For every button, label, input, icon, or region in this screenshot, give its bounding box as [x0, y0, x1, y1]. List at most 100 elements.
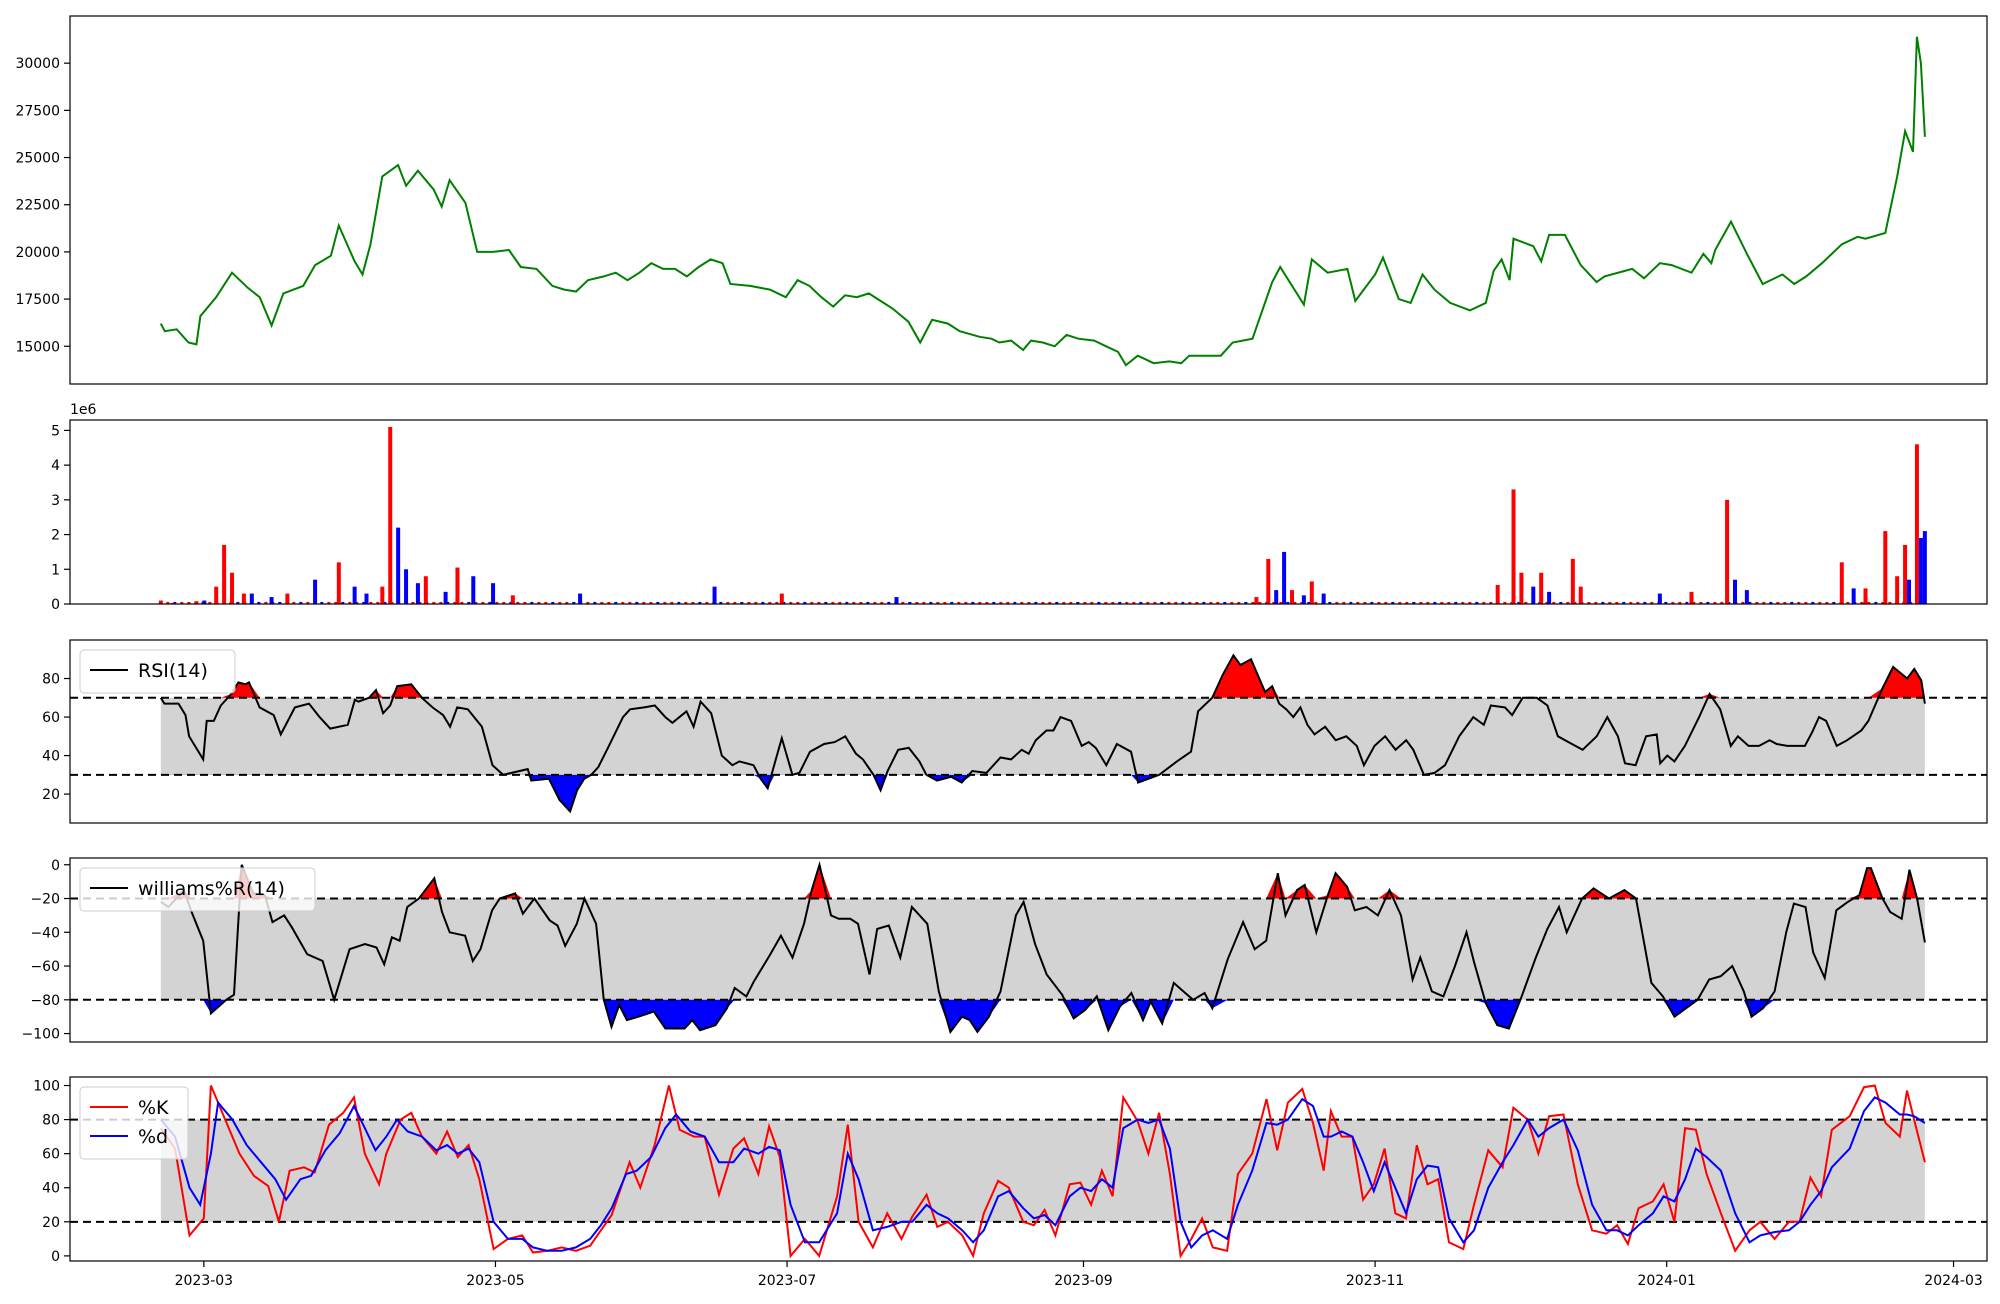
volume-bar	[768, 601, 772, 604]
volume-bar	[194, 601, 199, 604]
volume-bar	[1503, 601, 1507, 604]
volume-bar	[663, 601, 667, 604]
volume-bar	[1412, 601, 1416, 604]
volume-bar	[341, 601, 345, 604]
volume-bar	[649, 601, 653, 604]
volume-bar	[586, 601, 590, 604]
volume-bar	[364, 593, 369, 604]
volume-bar	[257, 601, 261, 604]
volume-bar	[1209, 601, 1213, 604]
volume-bar	[761, 601, 765, 604]
legend-label: RSI(14)	[138, 660, 208, 682]
volume-bar	[1282, 551, 1287, 604]
volume-bar	[915, 601, 919, 604]
volume-bar	[747, 601, 751, 604]
volume-bar	[1706, 601, 1710, 604]
rsi-legend: RSI(14)	[79, 649, 236, 694]
volume-bar	[1818, 601, 1822, 604]
volume-bar	[1566, 601, 1570, 604]
volume-bar	[481, 601, 485, 604]
stochastic-panel: 0 20 40 60 80 100 %K %d	[33, 1076, 1988, 1265]
y-tick-label: 0	[51, 1249, 60, 1265]
volume-bar	[1846, 601, 1850, 604]
y-tick-label: 60	[42, 710, 60, 726]
volume-bar	[1804, 601, 1808, 604]
volume-bar	[607, 601, 611, 604]
volume-bar	[1578, 586, 1583, 604]
volume-bar	[510, 595, 515, 604]
y-tick-label: −80	[30, 993, 60, 1009]
volume-bar	[824, 601, 828, 604]
volume-bar	[1216, 601, 1220, 604]
volume-bar	[1230, 601, 1234, 604]
volume-bar	[999, 601, 1003, 604]
volume-bar	[1468, 601, 1472, 604]
volume-bar	[1839, 562, 1844, 604]
volume-bar	[964, 601, 968, 604]
volume-bar	[1539, 572, 1544, 604]
volume-bar	[320, 601, 324, 604]
volume-bar	[516, 601, 520, 604]
volume-bar	[264, 601, 268, 604]
volume-bar	[180, 601, 184, 604]
volume-bar	[642, 601, 646, 604]
volume-bar	[1769, 601, 1773, 604]
volume-bar	[249, 593, 254, 604]
volume-bar	[1440, 601, 1444, 604]
volume-bar	[1097, 601, 1101, 604]
panel-border	[69, 15, 1988, 385]
y-tick-label: 30000	[15, 56, 60, 72]
volume-bar	[1678, 601, 1682, 604]
y-tick-label: −40	[30, 925, 60, 941]
y-tick-label: 20	[42, 1215, 60, 1231]
volume-bar	[782, 601, 786, 604]
volume-bar	[1475, 601, 1479, 604]
volume-bar	[817, 601, 821, 604]
volume-bar	[1363, 601, 1367, 604]
volume-bar	[1153, 601, 1157, 604]
volume-bar	[1636, 601, 1640, 604]
volume-bar	[1482, 601, 1486, 604]
volume-bar	[1587, 601, 1591, 604]
volume-bar	[432, 601, 436, 604]
volume-bar	[880, 601, 884, 604]
volume-bar	[1244, 601, 1248, 604]
volume-bar	[1118, 601, 1122, 604]
volume-bar	[1643, 601, 1647, 604]
volume-bar	[1076, 601, 1080, 604]
volume-bar	[1202, 601, 1206, 604]
volume-bar	[779, 593, 784, 604]
y-tick-label: 60	[42, 1147, 60, 1163]
volume-bar	[1377, 601, 1381, 604]
volume-bar	[423, 576, 428, 604]
y-tick-label: 80	[42, 1113, 60, 1129]
volume-bar	[1195, 601, 1199, 604]
volume-bar	[1370, 601, 1374, 604]
volume-bar	[355, 601, 359, 604]
volume-bar	[1006, 601, 1010, 604]
volume-bar	[236, 601, 240, 604]
volume-bar	[656, 601, 660, 604]
volume-bar	[278, 601, 282, 604]
volume-bar	[1559, 601, 1563, 604]
volume-bar	[1594, 601, 1598, 604]
volume-bar	[292, 601, 296, 604]
y-tick-label: 1	[51, 562, 60, 578]
volume-bar	[222, 544, 227, 604]
volume-bar	[908, 601, 912, 604]
volume-bar	[705, 601, 709, 604]
panel-border	[69, 419, 1988, 605]
volume-bar	[415, 583, 420, 604]
volume-bar	[740, 601, 744, 604]
volume-bar	[443, 591, 448, 604]
neutral-band	[160, 1119, 1925, 1222]
volume-bar	[1851, 588, 1856, 604]
price-panel: 15000 17500 20000 22500 25000 27500 30000	[15, 15, 1988, 385]
volume-bar	[380, 586, 385, 604]
y-tick-label: 17500	[15, 292, 60, 308]
volume-bar	[796, 601, 800, 604]
volume-bar	[1650, 601, 1654, 604]
y-tick-label: 4	[51, 458, 60, 474]
volume-bar	[1545, 601, 1549, 604]
panel-border	[69, 857, 1988, 1043]
